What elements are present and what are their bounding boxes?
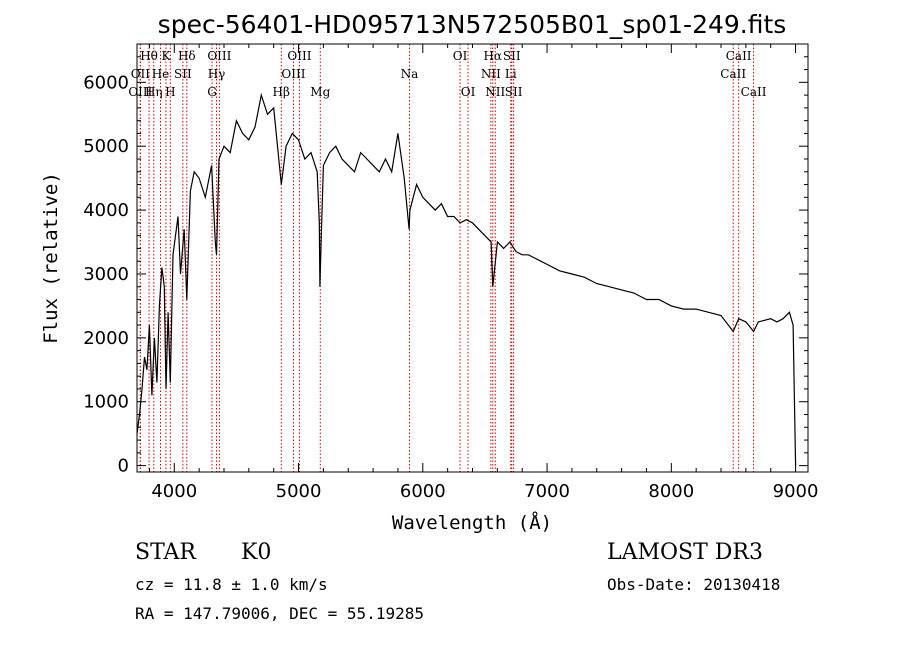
spectrum-line: [136, 92, 797, 466]
x-tick-label: 5000: [276, 481, 322, 502]
line-label: Hβ: [273, 85, 290, 99]
line-label: Hη: [145, 85, 163, 99]
x-tick-label: 9000: [773, 481, 819, 502]
spectral-line-markers: [139, 44, 755, 472]
line-label: He: [152, 67, 170, 81]
line-label: K: [161, 49, 171, 63]
plot-frame: [136, 43, 809, 473]
y-tick-label: 1000: [83, 392, 129, 413]
line-label: OIII: [287, 49, 311, 63]
line-label: CaII: [741, 85, 767, 99]
chart-title: spec-56401-HD095713N572505B01_sp01-249.f…: [158, 10, 787, 39]
y-tick-label: 5000: [83, 136, 129, 157]
line-label: H: [165, 85, 175, 99]
line-label: Hθ: [140, 49, 158, 63]
redshift-value: cz = 11.8 ± 1.0 km/s: [135, 575, 328, 594]
y-tick-label: 2000: [83, 328, 129, 349]
line-label: Mg: [310, 85, 330, 99]
observation-date: Obs-Date: 20130418: [607, 575, 781, 594]
line-label: NII: [481, 67, 501, 81]
survey-name: LAMOST DR3: [607, 540, 763, 565]
spectral-class: K0: [241, 540, 272, 565]
line-label: SII: [505, 85, 523, 99]
line-label: OII: [131, 67, 151, 81]
spectrum-series: [136, 92, 797, 466]
object-type: STAR: [135, 540, 196, 565]
line-label: CaII: [720, 67, 746, 81]
line-label: Hα: [483, 49, 502, 63]
y-tick-label: 6000: [83, 72, 129, 93]
line-label: CaII: [726, 49, 752, 63]
line-label: OI: [461, 85, 476, 99]
x-tick-label: 6000: [400, 481, 446, 502]
y-axis-label: Flux (relative): [40, 172, 62, 344]
coordinates: RA = 147.79006, DEC = 55.19285: [135, 604, 424, 623]
line-label: OIII: [281, 67, 305, 81]
line-label: SII: [503, 49, 521, 63]
y-tick-label: 0: [118, 456, 129, 477]
line-label: G: [207, 85, 217, 99]
line-label: OI: [453, 49, 468, 63]
x-axis-ticks: 4000 5000 6000 7000 8000 9000: [148, 44, 819, 502]
line-label: Li: [505, 67, 517, 81]
line-label: Hδ: [178, 49, 196, 63]
y-tick-label: 4000: [83, 200, 129, 221]
line-label: NII: [485, 85, 505, 99]
line-label: Na: [401, 67, 419, 81]
y-tick-label: 3000: [83, 264, 129, 285]
x-axis-label: Wavelength (Å): [392, 511, 552, 534]
line-label: OIII: [207, 49, 231, 63]
x-tick-label: 7000: [524, 481, 570, 502]
y-axis-ticks: 0 1000 2000 3000 4000 5000 6000: [83, 56, 808, 477]
x-tick-label: 8000: [648, 481, 694, 502]
line-label: OIII: [128, 85, 152, 99]
x-tick-label: 4000: [151, 481, 197, 502]
line-label: SII: [174, 67, 192, 81]
line-label: Hγ: [208, 67, 226, 81]
